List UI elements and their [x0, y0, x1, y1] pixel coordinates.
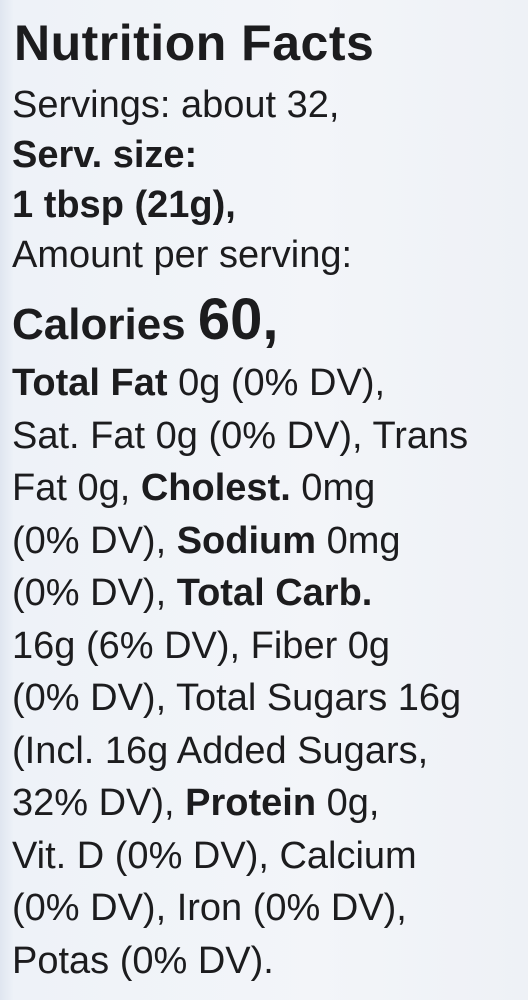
label-text-bold: Total Fat — [12, 362, 168, 404]
label-text: Amount per serving: — [12, 234, 353, 276]
label-text: Sat. Fat 0g (0% DV), Trans — [12, 414, 469, 457]
label-line: Serv. size: — [12, 132, 197, 178]
label-text: (0% DV), — [12, 519, 177, 562]
label-line: (0% DV), Total Sugars 16g — [12, 675, 461, 721]
label-line: (Incl. 16g Added Sugars, — [12, 728, 428, 774]
label-line: Calories 60, — [12, 290, 279, 355]
label-text: (0% DV), Total Sugars 16g — [12, 677, 462, 719]
label-text: 0mg — [290, 467, 376, 509]
label-text-bold: Protein — [185, 782, 317, 824]
label-text-bold: Serv. size: — [12, 134, 198, 176]
label-title: Nutrition Facts — [14, 15, 375, 71]
label-text-bold: Total Carb. — [176, 572, 373, 614]
label-text: Vit. D (0% DV), Calcium — [12, 834, 417, 877]
label-text-bold: Sodium — [176, 519, 317, 562]
label-text: 0g (0% DV), — [167, 362, 386, 404]
label-line: (0% DV), Total Carb. — [12, 570, 372, 616]
label-line: (0% DV), Iron (0% DV), — [12, 885, 407, 931]
label-text-bold: Calories — [12, 300, 198, 349]
label-text: Potas (0% DV). — [12, 939, 274, 982]
label-text: (0% DV), — [12, 572, 177, 614]
label-text: 0g, — [316, 782, 380, 824]
label-line: Amount per serving: — [12, 232, 352, 278]
label-text-large: 60, — [197, 287, 279, 352]
label-text: 0mg — [316, 519, 401, 562]
label-line: Fat 0g, Cholest. 0mg — [12, 465, 375, 511]
label-line: 16g (6% DV), Fiber 0g — [12, 623, 390, 669]
label-text-bold: Cholest. — [140, 467, 291, 509]
label-line: 32% DV), Protein 0g, — [12, 780, 379, 826]
label-line: Sat. Fat 0g (0% DV), Trans — [12, 413, 468, 459]
label-text: (0% DV), Iron (0% DV), — [12, 887, 407, 929]
label-line: Total Fat 0g (0% DV), — [12, 360, 385, 406]
label-line: (0% DV), Sodium 0mg — [12, 518, 401, 564]
label-line: Potas (0% DV). — [12, 938, 274, 984]
label-text: 16g (6% DV), Fiber 0g — [12, 624, 391, 667]
label-text: 32% DV), — [12, 782, 186, 824]
label-text-bold: 1 tbsp (21g), — [12, 184, 236, 226]
label-text: Fat 0g, — [12, 467, 141, 509]
label-line: 1 tbsp (21g), — [12, 182, 236, 228]
label-line: Vit. D (0% DV), Calcium — [12, 833, 417, 879]
label-line: Servings: about 32, — [12, 82, 339, 128]
label-text: (Incl. 16g Added Sugars, — [12, 729, 429, 772]
label-text: Servings: about 32, — [12, 84, 340, 126]
